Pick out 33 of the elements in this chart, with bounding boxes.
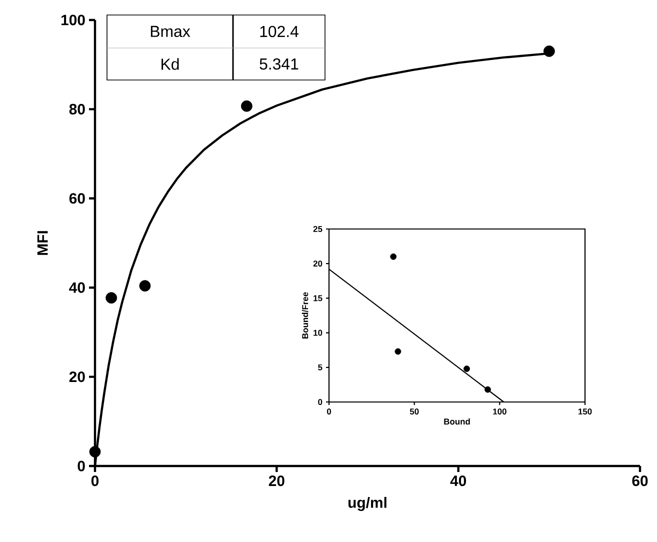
x-tick-label: 0 — [326, 408, 332, 415]
x-tick-label: 100 — [493, 408, 506, 415]
x-tick-label: 60 — [632, 476, 648, 486]
y-tick-label: 25 — [313, 226, 322, 232]
x-axis-title: Bound — [444, 418, 470, 425]
y-tick-label: 20 — [69, 372, 85, 382]
y-tick-label: 15 — [314, 295, 322, 302]
y-tick-label: 20 — [313, 260, 322, 267]
x-axis-title: ug/ml — [348, 496, 386, 511]
point — [390, 253, 397, 260]
y-tick-label: 40 — [69, 282, 85, 293]
point — [139, 280, 151, 292]
x-tick-label: 0 — [91, 476, 99, 486]
x-tick-label: 20 — [268, 476, 284, 486]
x-tick-label: 50 — [410, 408, 419, 415]
x-tick-label: 150 — [578, 408, 592, 415]
point — [240, 100, 252, 112]
y-tick-label: 60 — [69, 193, 85, 204]
point — [543, 46, 555, 57]
y-tick-label: 80 — [69, 104, 85, 114]
point — [106, 292, 118, 304]
y-axis-title: MFI — [37, 231, 48, 255]
point — [89, 446, 101, 458]
y-tick-label: 10 — [314, 330, 322, 336]
y-tick-label: 100 — [61, 14, 85, 26]
y-axis-title: Bound/Free — [302, 292, 308, 338]
y-tick-label: 0 — [78, 460, 85, 472]
x-tick-label: 40 — [450, 476, 466, 486]
y-tick-label: 5 — [318, 364, 322, 370]
point — [484, 386, 491, 393]
point — [464, 366, 470, 372]
point — [394, 348, 402, 355]
y-tick-label: 0 — [318, 399, 322, 405]
